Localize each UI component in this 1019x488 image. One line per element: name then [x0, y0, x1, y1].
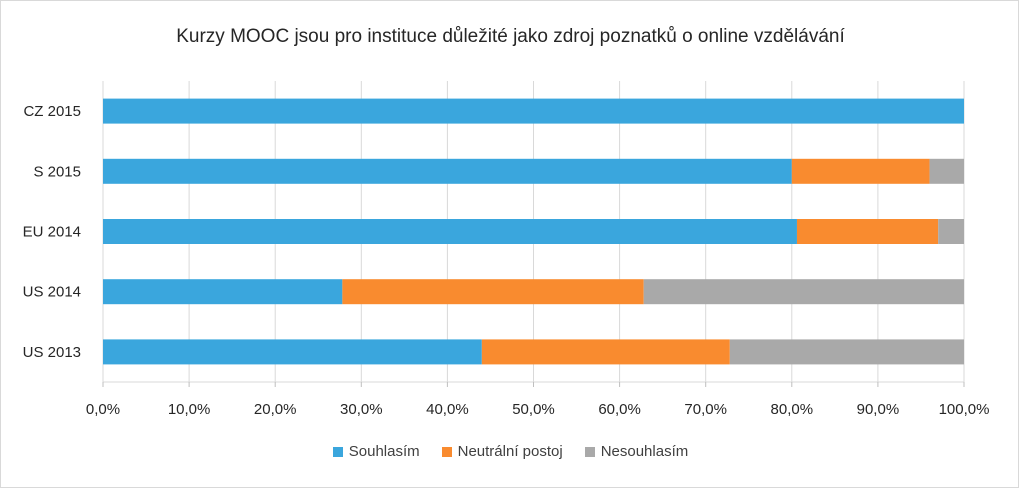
y-tick-label: US 2013 — [23, 344, 81, 361]
legend-swatch — [441, 446, 452, 457]
x-tick-label: 80,0% — [771, 401, 814, 418]
bar-segment — [729, 339, 964, 365]
bar-segment — [103, 98, 964, 124]
bar-segment — [796, 219, 939, 244]
bar-segment — [929, 158, 964, 184]
bar-segment — [938, 219, 964, 244]
legend-label: Nesouhlasím — [600, 443, 689, 460]
bar-segment — [103, 339, 482, 365]
x-tick-label: 90,0% — [857, 401, 900, 418]
x-tick-label: 100,0% — [939, 401, 990, 418]
legend-label: Neutrální postoj — [457, 443, 563, 460]
bar-chart: CZ 2015 S 2015 EU 2014 US 2014 US 2013 0,0% 10… — [23, 81, 990, 418]
x-tick-label: 60,0% — [598, 401, 641, 418]
legend-item: Neutrální postoj — [441, 443, 563, 460]
legend: Souhlasím Neutrální postoj Nesouhlasím — [1, 443, 1019, 460]
x-tick-label: 0,0% — [86, 401, 120, 418]
x-tick-label: 40,0% — [426, 401, 469, 418]
legend-item: Nesouhlasím — [584, 443, 689, 460]
legend-swatch — [332, 446, 343, 457]
bar-segment — [103, 158, 792, 184]
bar-segment — [643, 279, 964, 305]
y-tick-label: CZ 2015 — [23, 103, 81, 120]
y-tick-label: S 2015 — [33, 163, 81, 180]
bar-segment — [791, 158, 930, 184]
x-tick-label: 70,0% — [684, 401, 727, 418]
bar-segment — [103, 279, 343, 305]
bar-segment — [481, 339, 730, 365]
bar-segment — [103, 219, 797, 244]
y-tick-label: US 2014 — [23, 284, 81, 301]
legend-label: Souhlasím — [348, 443, 420, 460]
legend-swatch — [584, 446, 595, 457]
x-tick-label: 20,0% — [254, 401, 297, 418]
chart-title: Kurzy MOOC jsou pro instituce důležité j… — [176, 26, 845, 47]
x-tick-label: 50,0% — [512, 401, 555, 418]
x-tick-label: 10,0% — [168, 401, 211, 418]
bar-segment — [342, 279, 644, 305]
y-tick-label: EU 2014 — [23, 224, 81, 241]
x-tick-label: 30,0% — [340, 401, 383, 418]
legend-item: Souhlasím — [332, 443, 420, 460]
